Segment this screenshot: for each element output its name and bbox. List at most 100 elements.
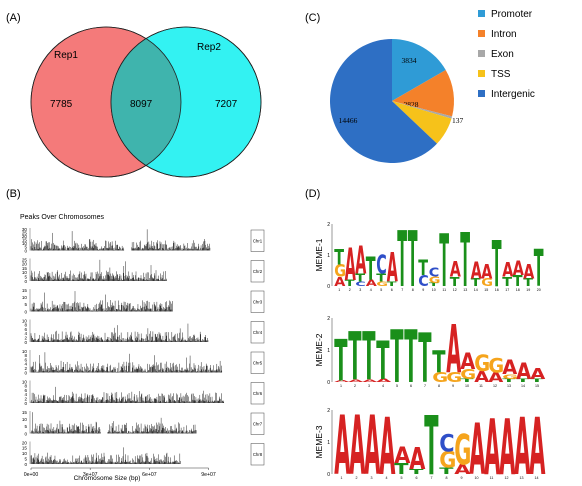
pie-slice-intergenic [330, 39, 437, 163]
pie-chart: 38342828137172414466 [330, 39, 464, 163]
y-tick-label: 6 [24, 327, 27, 332]
y-tick-label: 10 [22, 379, 28, 384]
venn-count-only-rep1: 7785 [50, 99, 73, 110]
chromosome-label-chr6: Chr6 [253, 391, 263, 396]
motif-position-tick: 10 [475, 476, 479, 480]
motif-position-tick: 7 [431, 476, 433, 480]
motif-letter-t: T [460, 217, 470, 304]
motif-letter-a: A [376, 378, 391, 383]
motif-letter-t: T [376, 331, 389, 392]
motif-position-tick: 4 [382, 384, 384, 388]
chromosome-label-box [250, 382, 265, 405]
motif-position-tick: 9 [452, 384, 454, 388]
motif-position-tick: 20 [537, 288, 541, 292]
motif-position-tick: 16 [495, 288, 499, 292]
motif-letter-g: G [474, 351, 490, 376]
motif-letter-a: A [394, 443, 411, 469]
motif-letter-a: A [460, 349, 475, 374]
motif-letter-a: A [502, 259, 513, 282]
legend-swatch-tss [478, 70, 485, 77]
motif-position-tick: 9 [461, 476, 463, 480]
motif-letter-a: A [355, 238, 366, 283]
chromosome-label-box [250, 412, 265, 435]
chromosome-label-chr1: Chr1 [253, 238, 263, 243]
motif-position-tick: 12 [505, 476, 509, 480]
chromosome-label-chr4: Chr4 [253, 330, 263, 335]
y-tick-label: 15 [22, 410, 28, 415]
motif-letter-t: T [394, 461, 409, 479]
motif-letter-c: C [418, 273, 429, 290]
y-tick-label: 4 [24, 362, 27, 367]
motif-position-tick: 4 [386, 476, 388, 480]
peak-bars-chr2 [30, 259, 167, 281]
motif-letter-a: A [450, 258, 461, 283]
motif-name-label: MEME-2 [314, 333, 324, 366]
venn-count-only-rep2: 7207 [215, 99, 238, 110]
motif-position-tick: 8 [446, 476, 448, 480]
motif-y-tick: 1 [327, 440, 330, 446]
motif-letter-a: A [387, 245, 398, 292]
motif-letter-a: A [409, 442, 426, 477]
motif-letter-a: A [345, 238, 356, 291]
motif-y-tick: 0 [327, 284, 330, 290]
y-tick-label: 10 [22, 417, 28, 422]
motif-position-tick: 4 [370, 288, 372, 292]
motif-letter-a: A [499, 404, 515, 486]
motif-letter-a: A [334, 275, 346, 290]
peak-bars-chr6 [30, 386, 224, 403]
pie-value-label: 137 [452, 116, 464, 125]
y-tick-label: 6 [24, 357, 27, 362]
motif-y-tick: 0 [327, 472, 330, 478]
motif-letter-t: T [366, 250, 376, 287]
y-tick-label: 5 [24, 456, 27, 461]
motif-position-tick: 1 [340, 384, 342, 388]
y-tick-label: 0 [24, 309, 27, 314]
motif-letter-a: A [530, 366, 546, 384]
motif-position-tick: 19 [526, 288, 530, 292]
panel-label-a: (A) [6, 12, 21, 24]
motif-position-tick: 14 [535, 476, 539, 480]
motif-letter-t: T [348, 320, 361, 396]
motif-position-tick: 10 [465, 384, 469, 388]
y-tick-label: 15 [22, 238, 28, 243]
motif-letter-g: G [454, 425, 471, 474]
chromosome-plot-title: Peaks Over Chromosomes [20, 214, 105, 221]
pie-slice-intron [392, 70, 454, 117]
x-tick-label: 6e+07 [142, 472, 157, 478]
y-tick-label: 8 [24, 353, 27, 358]
venn-diagram: Rep1 Rep2 7785 8097 7207 [30, 26, 262, 178]
motif-letter-c: C [439, 430, 454, 458]
motif-position-tick: 6 [416, 476, 418, 480]
venn-overlap [111, 27, 181, 177]
motif-name-label: MEME-3 [314, 425, 324, 458]
y-tick-label: 0 [24, 462, 27, 467]
y-tick-label: 25 [22, 230, 28, 235]
motif-position-tick: 7 [424, 384, 426, 388]
motif-letter-g: G [460, 367, 476, 382]
motif-letter-g: G [439, 448, 456, 474]
y-tick-label: 0 [24, 431, 27, 436]
y-tick-label: 5 [24, 275, 27, 280]
legend-swatch-intergenic [478, 90, 485, 97]
motif-letter-a: A [488, 370, 503, 385]
motif-y-tick: 0 [327, 380, 330, 386]
motif-letter-t: T [355, 271, 365, 284]
panel-label-c: (C) [305, 12, 320, 24]
y-tick-label: 5 [24, 302, 27, 307]
panel-label-b: (B) [6, 188, 21, 200]
motif-letter-a: A [454, 463, 471, 478]
motif-letter-t: T [418, 319, 431, 398]
chromosome-peaks-plot: Peaks Over Chromosomes Chromosome Size (… [20, 214, 265, 482]
motif-letter-a: A [469, 410, 485, 486]
legend-label-promoter: Promoter [491, 9, 533, 20]
motif-letter-a: A [514, 400, 530, 486]
pie-value-label: 14466 [339, 116, 358, 125]
motif-position-tick: 12 [453, 288, 457, 292]
chromosome-label-chr2: Chr2 [253, 269, 263, 274]
motif-y-tick: 2 [327, 222, 330, 228]
motif-letter-a: A [502, 356, 518, 379]
chromosome-label-box [250, 260, 265, 283]
